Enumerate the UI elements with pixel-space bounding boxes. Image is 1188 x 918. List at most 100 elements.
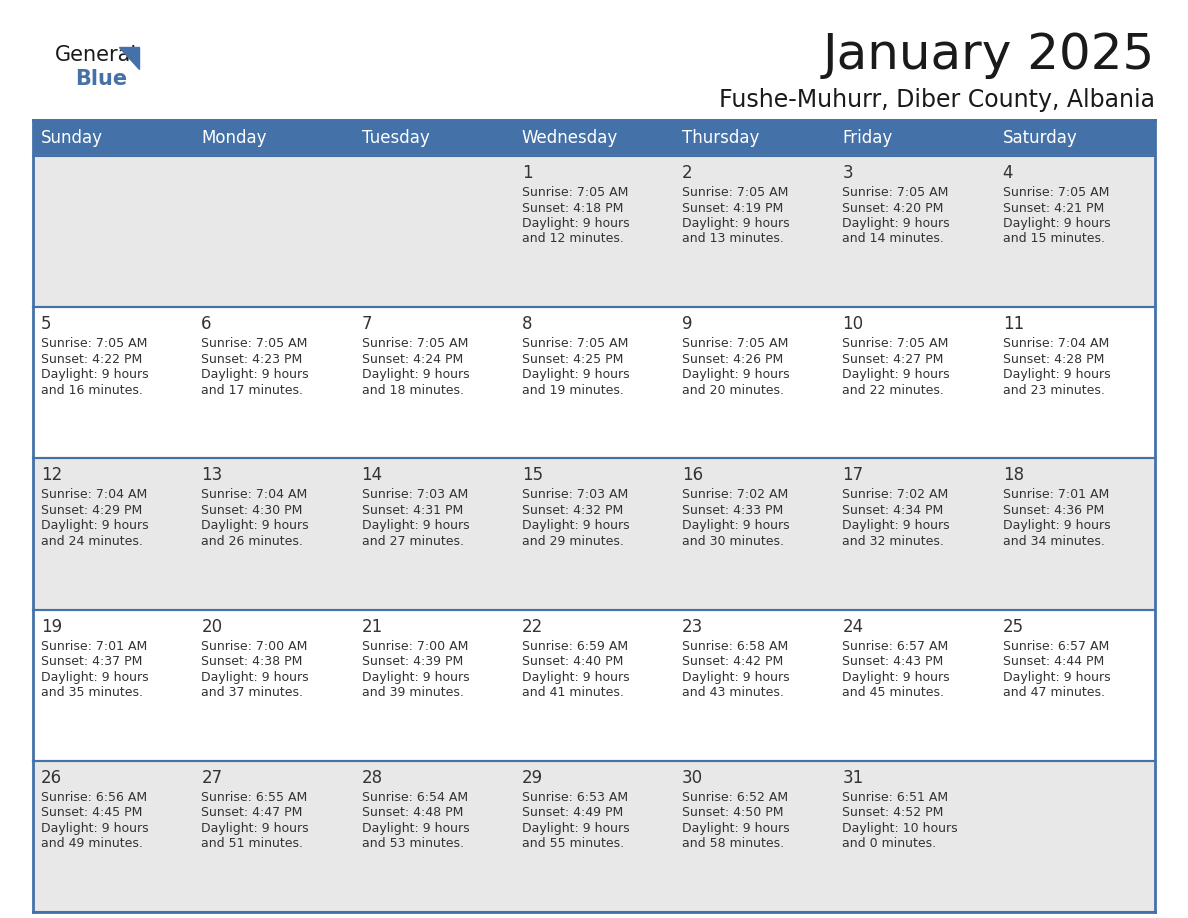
Text: Sunday: Sunday (42, 129, 103, 147)
Text: Sunset: 4:31 PM: Sunset: 4:31 PM (361, 504, 463, 517)
Text: Sunset: 4:52 PM: Sunset: 4:52 PM (842, 806, 943, 819)
Text: 8: 8 (522, 315, 532, 333)
Text: 7: 7 (361, 315, 372, 333)
Text: General: General (55, 45, 138, 65)
Text: Daylight: 9 hours: Daylight: 9 hours (201, 671, 309, 684)
Text: Sunset: 4:24 PM: Sunset: 4:24 PM (361, 353, 463, 365)
Text: Sunrise: 7:05 AM: Sunrise: 7:05 AM (522, 186, 628, 199)
Text: 24: 24 (842, 618, 864, 635)
Text: Saturday: Saturday (1003, 129, 1078, 147)
Text: Daylight: 9 hours: Daylight: 9 hours (522, 822, 630, 834)
Text: Sunrise: 7:05 AM: Sunrise: 7:05 AM (201, 337, 308, 350)
Text: and 24 minutes.: and 24 minutes. (42, 535, 143, 548)
Text: Daylight: 9 hours: Daylight: 9 hours (522, 368, 630, 381)
Text: 3: 3 (842, 164, 853, 182)
Text: 30: 30 (682, 768, 703, 787)
Bar (514, 458, 674, 610)
Text: Sunset: 4:45 PM: Sunset: 4:45 PM (42, 806, 143, 819)
Text: Sunrise: 7:05 AM: Sunrise: 7:05 AM (682, 186, 789, 199)
Text: and 22 minutes.: and 22 minutes. (842, 384, 944, 397)
Bar (674, 308, 834, 458)
Text: Daylight: 9 hours: Daylight: 9 hours (522, 671, 630, 684)
Text: and 41 minutes.: and 41 minutes. (522, 686, 624, 700)
Text: Daylight: 9 hours: Daylight: 9 hours (201, 822, 309, 834)
Text: Sunrise: 7:04 AM: Sunrise: 7:04 AM (42, 488, 147, 501)
Text: 28: 28 (361, 768, 383, 787)
Bar (354, 458, 514, 610)
Text: 5: 5 (42, 315, 51, 333)
Text: Sunset: 4:25 PM: Sunset: 4:25 PM (522, 353, 624, 365)
Text: Sunset: 4:44 PM: Sunset: 4:44 PM (1003, 655, 1104, 668)
Bar (33, 458, 194, 610)
Text: Sunrise: 7:03 AM: Sunrise: 7:03 AM (361, 488, 468, 501)
Text: Sunset: 4:23 PM: Sunset: 4:23 PM (201, 353, 303, 365)
Text: and 35 minutes.: and 35 minutes. (42, 686, 143, 700)
Bar (354, 610, 514, 761)
Bar (33, 761, 194, 912)
Text: 22: 22 (522, 618, 543, 635)
Text: Sunrise: 7:00 AM: Sunrise: 7:00 AM (361, 640, 468, 653)
Text: Sunrise: 7:02 AM: Sunrise: 7:02 AM (682, 488, 789, 501)
Text: 9: 9 (682, 315, 693, 333)
Text: Daylight: 9 hours: Daylight: 9 hours (682, 368, 790, 381)
Text: 26: 26 (42, 768, 62, 787)
Text: Sunset: 4:42 PM: Sunset: 4:42 PM (682, 655, 783, 668)
Text: Sunset: 4:40 PM: Sunset: 4:40 PM (522, 655, 624, 668)
Bar (354, 308, 514, 458)
Text: Sunset: 4:30 PM: Sunset: 4:30 PM (201, 504, 303, 517)
Text: 13: 13 (201, 466, 222, 485)
Text: Daylight: 9 hours: Daylight: 9 hours (361, 520, 469, 532)
Text: Daylight: 9 hours: Daylight: 9 hours (201, 520, 309, 532)
Bar (194, 761, 354, 912)
Bar (33, 156, 194, 308)
Text: Sunset: 4:50 PM: Sunset: 4:50 PM (682, 806, 784, 819)
Text: Sunset: 4:43 PM: Sunset: 4:43 PM (842, 655, 943, 668)
Text: Daylight: 9 hours: Daylight: 9 hours (42, 822, 148, 834)
Bar (994, 156, 1155, 308)
Text: Sunrise: 7:02 AM: Sunrise: 7:02 AM (842, 488, 949, 501)
Text: Sunset: 4:47 PM: Sunset: 4:47 PM (201, 806, 303, 819)
Text: Sunrise: 6:57 AM: Sunrise: 6:57 AM (842, 640, 949, 653)
Text: Daylight: 10 hours: Daylight: 10 hours (842, 822, 958, 834)
Text: 2: 2 (682, 164, 693, 182)
Bar (674, 458, 834, 610)
Text: 25: 25 (1003, 618, 1024, 635)
Text: 16: 16 (682, 466, 703, 485)
Text: and 32 minutes.: and 32 minutes. (842, 535, 944, 548)
Text: 19: 19 (42, 618, 62, 635)
Text: Sunrise: 7:01 AM: Sunrise: 7:01 AM (42, 640, 147, 653)
Text: Sunset: 4:20 PM: Sunset: 4:20 PM (842, 201, 943, 215)
Text: and 30 minutes.: and 30 minutes. (682, 535, 784, 548)
Text: Daylight: 9 hours: Daylight: 9 hours (361, 368, 469, 381)
Text: Wednesday: Wednesday (522, 129, 618, 147)
Text: and 47 minutes.: and 47 minutes. (1003, 686, 1105, 700)
Bar (674, 120, 834, 156)
Text: Sunrise: 7:05 AM: Sunrise: 7:05 AM (42, 337, 147, 350)
Text: and 29 minutes.: and 29 minutes. (522, 535, 624, 548)
Text: and 53 minutes.: and 53 minutes. (361, 837, 463, 850)
Text: Sunset: 4:19 PM: Sunset: 4:19 PM (682, 201, 783, 215)
Text: 31: 31 (842, 768, 864, 787)
Text: Sunset: 4:28 PM: Sunset: 4:28 PM (1003, 353, 1104, 365)
Text: Daylight: 9 hours: Daylight: 9 hours (682, 217, 790, 230)
Text: Monday: Monday (201, 129, 267, 147)
Text: and 13 minutes.: and 13 minutes. (682, 232, 784, 245)
Text: 20: 20 (201, 618, 222, 635)
Text: Sunrise: 6:51 AM: Sunrise: 6:51 AM (842, 790, 948, 804)
Text: Sunrise: 7:05 AM: Sunrise: 7:05 AM (842, 186, 949, 199)
Bar (514, 610, 674, 761)
Text: Daylight: 9 hours: Daylight: 9 hours (201, 368, 309, 381)
Text: Sunset: 4:37 PM: Sunset: 4:37 PM (42, 655, 143, 668)
Text: Sunset: 4:21 PM: Sunset: 4:21 PM (1003, 201, 1104, 215)
Bar (33, 308, 194, 458)
Text: Thursday: Thursday (682, 129, 759, 147)
Bar (194, 156, 354, 308)
Text: Sunrise: 7:04 AM: Sunrise: 7:04 AM (1003, 337, 1108, 350)
Text: Daylight: 9 hours: Daylight: 9 hours (361, 822, 469, 834)
Text: 14: 14 (361, 466, 383, 485)
Bar (994, 120, 1155, 156)
Bar (834, 610, 994, 761)
Text: 23: 23 (682, 618, 703, 635)
Text: Daylight: 9 hours: Daylight: 9 hours (682, 671, 790, 684)
Text: Sunrise: 7:05 AM: Sunrise: 7:05 AM (842, 337, 949, 350)
